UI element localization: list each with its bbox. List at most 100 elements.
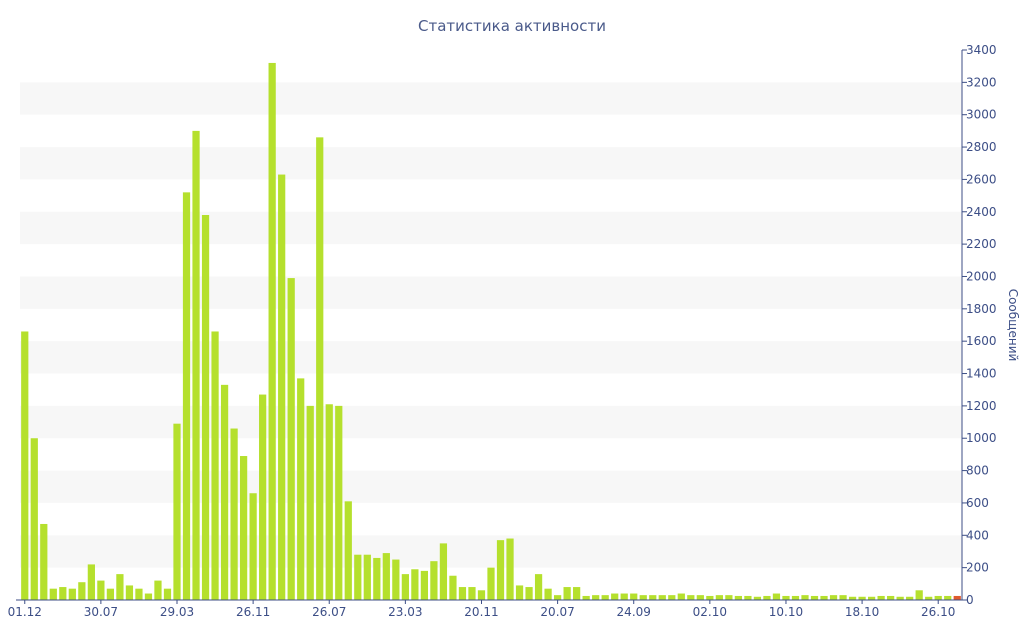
bar[interactable] bbox=[392, 559, 400, 600]
bar[interactable] bbox=[658, 595, 666, 600]
bar[interactable] bbox=[753, 596, 762, 600]
bar[interactable] bbox=[592, 595, 600, 600]
bar[interactable] bbox=[344, 501, 352, 600]
bar[interactable] bbox=[763, 595, 771, 600]
bar[interactable] bbox=[135, 588, 143, 600]
bar[interactable] bbox=[354, 554, 362, 600]
bar[interactable] bbox=[40, 523, 48, 600]
bar[interactable] bbox=[601, 595, 609, 600]
bar[interactable] bbox=[173, 423, 181, 600]
bar[interactable] bbox=[49, 588, 57, 600]
bar[interactable] bbox=[106, 588, 115, 600]
bar[interactable] bbox=[801, 595, 809, 600]
bar[interactable] bbox=[668, 595, 676, 600]
bar[interactable] bbox=[734, 595, 743, 600]
bar[interactable] bbox=[896, 596, 904, 600]
bar[interactable] bbox=[496, 540, 505, 600]
bar[interactable] bbox=[68, 588, 76, 600]
bar[interactable] bbox=[715, 595, 723, 600]
bar[interactable] bbox=[915, 590, 923, 600]
bar[interactable] bbox=[906, 596, 914, 600]
bar[interactable] bbox=[21, 331, 29, 600]
bar[interactable] bbox=[182, 192, 191, 600]
bar[interactable] bbox=[411, 569, 419, 600]
bar[interactable] bbox=[259, 394, 267, 600]
bar[interactable] bbox=[87, 564, 95, 600]
bar[interactable] bbox=[458, 587, 467, 600]
bar[interactable] bbox=[401, 574, 409, 600]
bar[interactable] bbox=[477, 590, 486, 600]
bar[interactable] bbox=[829, 595, 838, 600]
bar[interactable] bbox=[639, 595, 647, 600]
bar[interactable] bbox=[78, 582, 86, 600]
bar[interactable] bbox=[449, 575, 457, 600]
bar[interactable] bbox=[944, 595, 952, 600]
bar[interactable] bbox=[278, 174, 286, 600]
bar[interactable] bbox=[810, 595, 819, 600]
bar[interactable] bbox=[687, 595, 695, 600]
bar[interactable] bbox=[649, 595, 657, 600]
bar[interactable] bbox=[163, 588, 172, 600]
bar[interactable] bbox=[858, 596, 866, 600]
bar[interactable] bbox=[487, 567, 495, 600]
bar[interactable] bbox=[363, 554, 371, 600]
bar[interactable] bbox=[335, 405, 343, 600]
bar[interactable] bbox=[525, 587, 533, 600]
bar[interactable] bbox=[430, 561, 438, 600]
bar[interactable] bbox=[154, 580, 162, 600]
bar[interactable] bbox=[953, 595, 961, 600]
bar[interactable] bbox=[848, 596, 857, 600]
bar[interactable] bbox=[268, 62, 276, 601]
y-tick-label: 2200 bbox=[966, 237, 997, 251]
bar[interactable] bbox=[420, 570, 429, 600]
bar[interactable] bbox=[439, 543, 448, 600]
bar[interactable] bbox=[325, 404, 333, 600]
bar[interactable] bbox=[553, 595, 562, 600]
bar[interactable] bbox=[772, 593, 781, 600]
bar[interactable] bbox=[887, 595, 895, 600]
bar[interactable] bbox=[211, 331, 219, 600]
bar[interactable] bbox=[877, 595, 885, 600]
bar[interactable] bbox=[239, 456, 248, 600]
bar[interactable] bbox=[839, 595, 847, 600]
bar[interactable] bbox=[249, 493, 257, 600]
bar[interactable] bbox=[201, 215, 210, 600]
bar[interactable] bbox=[306, 405, 314, 600]
bar[interactable] bbox=[125, 585, 134, 600]
bar[interactable] bbox=[677, 593, 685, 600]
bar[interactable] bbox=[782, 595, 790, 600]
bar[interactable] bbox=[573, 587, 581, 600]
bar[interactable] bbox=[97, 580, 105, 600]
bar[interactable] bbox=[373, 557, 381, 600]
bar[interactable] bbox=[544, 588, 552, 600]
bar[interactable] bbox=[30, 438, 38, 600]
bar[interactable] bbox=[820, 595, 828, 600]
bar[interactable] bbox=[230, 428, 238, 600]
bar[interactable] bbox=[725, 595, 733, 600]
bar[interactable] bbox=[696, 595, 704, 600]
bar[interactable] bbox=[59, 587, 67, 600]
bar[interactable] bbox=[630, 593, 638, 600]
bar[interactable] bbox=[934, 595, 942, 600]
bar[interactable] bbox=[534, 574, 543, 600]
bar[interactable] bbox=[582, 595, 590, 600]
bar[interactable] bbox=[468, 587, 476, 600]
bar[interactable] bbox=[144, 593, 153, 600]
bar[interactable] bbox=[116, 574, 124, 600]
bar[interactable] bbox=[506, 538, 514, 600]
bar[interactable] bbox=[611, 593, 619, 600]
bar[interactable] bbox=[287, 278, 295, 600]
bar[interactable] bbox=[706, 595, 714, 600]
bar[interactable] bbox=[316, 137, 324, 600]
bar[interactable] bbox=[791, 595, 800, 600]
bar[interactable] bbox=[867, 596, 876, 600]
bar[interactable] bbox=[515, 585, 524, 600]
bar[interactable] bbox=[563, 587, 571, 600]
bar[interactable] bbox=[297, 378, 305, 600]
bar[interactable] bbox=[620, 593, 628, 600]
bar[interactable] bbox=[220, 384, 229, 600]
bar[interactable] bbox=[744, 595, 752, 600]
bar[interactable] bbox=[382, 553, 390, 600]
bar[interactable] bbox=[192, 130, 200, 600]
bar[interactable] bbox=[925, 596, 933, 600]
